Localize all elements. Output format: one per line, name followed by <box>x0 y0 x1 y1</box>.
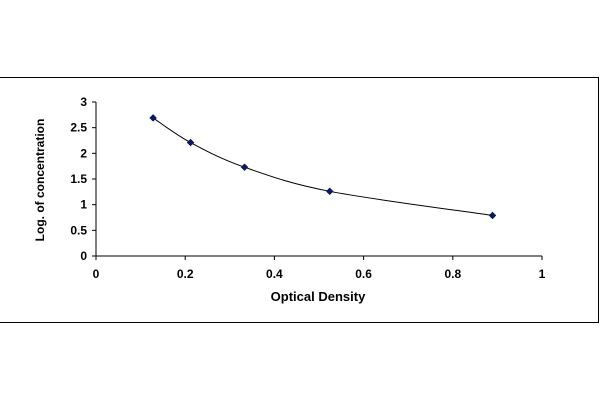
data-point <box>149 114 157 122</box>
data-point <box>488 211 497 220</box>
data-point <box>325 187 334 196</box>
y-tick-label: 0.5 <box>70 223 87 237</box>
x-tick-label: 0.4 <box>266 267 283 281</box>
x-tick-label: 0.2 <box>177 267 194 281</box>
data-point-layer <box>149 114 497 220</box>
x-axis-label: Optical Density <box>271 289 366 304</box>
y-tick-label: 1.5 <box>70 172 87 186</box>
y-tick-label: 1 <box>80 198 87 212</box>
y-tick-label: 0 <box>80 249 87 263</box>
x-tick-label: 1 <box>539 267 546 281</box>
fit-curve <box>152 117 493 216</box>
data-point <box>240 163 249 172</box>
data-point <box>186 138 195 147</box>
chart-frame: 0 0.5 1 1.5 2 2.5 3 0 0.2 0.4 0.6 0.8 1 Optical Dens… <box>0 77 599 323</box>
y-axis-label: Log. of concentration <box>33 119 47 242</box>
standard-curve-chart: 0 0.5 1 1.5 2 2.5 3 0 0.2 0.4 0.6 0.8 1 Optical Dens… <box>33 95 546 304</box>
x-tick-label: 0.8 <box>444 267 461 281</box>
y-tick-label: 3 <box>80 95 87 109</box>
fit-curve-layer <box>152 117 493 216</box>
x-tick-label: 0 <box>93 267 100 281</box>
y-tick-label: 2 <box>80 146 87 160</box>
x-tick-label: 0.6 <box>355 267 372 281</box>
ticks: 0 0.5 1 1.5 2 2.5 3 0 0.2 0.4 0.6 0.8 1 <box>70 95 545 281</box>
y-tick-label: 2.5 <box>70 121 87 135</box>
